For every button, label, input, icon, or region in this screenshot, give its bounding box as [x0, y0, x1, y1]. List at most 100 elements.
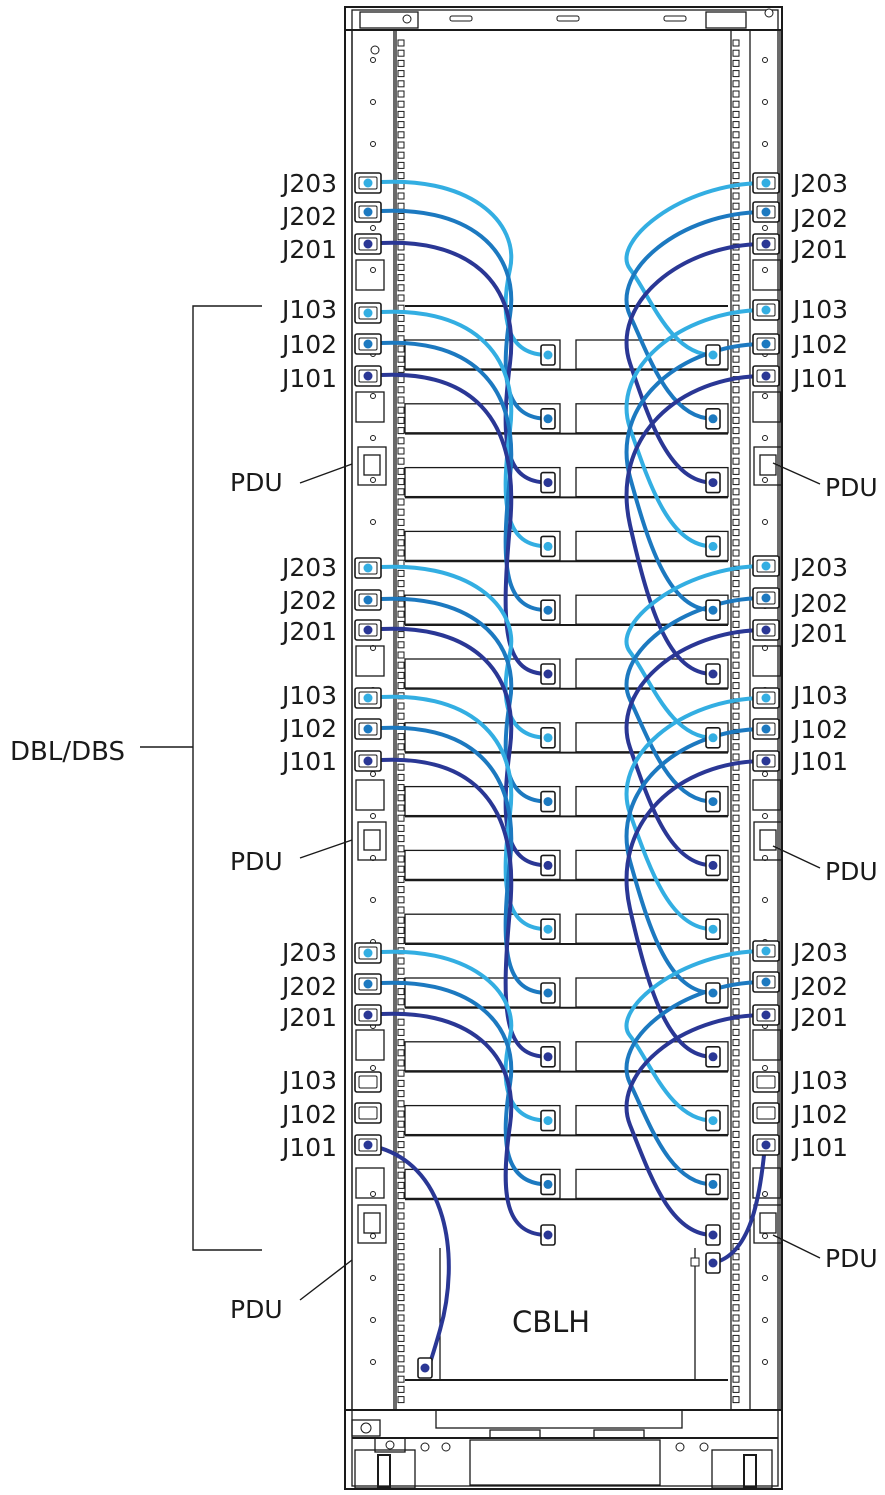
dbl-dbs-label: DBL/DBS — [10, 737, 125, 767]
inlet-socket — [705, 1109, 721, 1132]
label-j202: J202 — [280, 202, 337, 231]
label-j103: J103 — [791, 295, 848, 324]
inlet-socket — [705, 1252, 721, 1274]
jack-socket — [752, 1134, 780, 1156]
power-cable — [366, 179, 550, 357]
label-j101: J101 — [280, 747, 337, 776]
label-j101: J101 — [791, 747, 848, 776]
jack-socket — [752, 587, 780, 609]
label-j102: J102 — [791, 715, 848, 744]
pdu-switch — [357, 821, 387, 861]
label-j103: J103 — [791, 1066, 848, 1095]
label-j102: J102 — [280, 330, 337, 359]
power-cable — [366, 980, 550, 1187]
power-cable — [366, 564, 550, 740]
power-cable — [366, 949, 550, 1123]
jack-socket — [354, 172, 382, 194]
pdu-switch — [753, 821, 783, 861]
label-j102: J102 — [791, 330, 848, 359]
dbl-dbs-bracket — [192, 305, 262, 1251]
jack-socket — [752, 619, 780, 641]
callout-lines — [140, 305, 821, 1301]
label-j202: J202 — [791, 972, 848, 1001]
power-cable — [366, 309, 550, 549]
power-cable — [366, 596, 550, 804]
pdu-switch — [753, 1204, 783, 1244]
inlet-socket — [540, 790, 556, 813]
label-j103: J103 — [280, 681, 337, 710]
inlet-socket — [705, 918, 721, 941]
jack-socket — [752, 555, 780, 577]
jack-socket — [354, 1004, 382, 1026]
inlet-socket — [705, 535, 721, 558]
jack-socket — [354, 942, 382, 964]
power-cables — [366, 179, 767, 1377]
jack-socket — [354, 687, 382, 709]
inlet-socket — [705, 982, 721, 1004]
labels: J203 J202 J201 J103 J102 J101 J203 J202 … — [10, 169, 878, 1339]
jack-socket — [354, 333, 382, 355]
label-j202: J202 — [280, 972, 337, 1001]
label-j203: J203 — [280, 938, 337, 967]
jack-socket — [752, 687, 780, 709]
power-cable — [624, 308, 767, 549]
inlet-socket — [540, 407, 556, 430]
jack-socket — [752, 971, 780, 993]
power-cable — [624, 210, 767, 421]
label-j101: J101 — [791, 364, 848, 393]
power-cable — [366, 208, 550, 421]
label-j101: J101 — [280, 1133, 337, 1162]
jack-socket — [752, 1102, 780, 1124]
label-j103: J103 — [280, 295, 337, 324]
label-j201: J201 — [280, 1003, 337, 1032]
jack-socket — [752, 233, 780, 255]
power-cable — [366, 340, 550, 613]
drive-enclosure — [404, 305, 729, 370]
pdu-jacks — [354, 172, 780, 1379]
jack-socket — [752, 172, 780, 194]
label-j201: J201 — [791, 235, 848, 264]
pdu-label: PDU — [230, 468, 283, 497]
label-j202: J202 — [280, 586, 337, 615]
power-cable — [711, 1143, 767, 1265]
jack-socket — [752, 750, 780, 772]
inlet-socket — [540, 344, 556, 366]
power-cable — [366, 240, 550, 485]
pdu-label: PDU — [825, 473, 878, 502]
pdu-label: PDU — [230, 1295, 283, 1324]
jack-socket — [354, 1071, 382, 1093]
inlet-socket — [540, 726, 556, 749]
power-cable — [624, 980, 767, 1187]
power-cable — [366, 694, 550, 932]
label-j202: J202 — [791, 589, 848, 618]
label-j203: J203 — [791, 938, 848, 967]
inlet-socket — [540, 918, 556, 941]
inlet-socket — [705, 663, 721, 685]
inlet-socket — [540, 471, 556, 494]
power-cable — [366, 372, 550, 676]
jack-socket — [354, 302, 382, 324]
inlet-socket — [705, 471, 721, 494]
inlet-socket — [705, 854, 721, 877]
jack-socket — [354, 1134, 382, 1156]
jack-socket — [752, 365, 780, 387]
inlet-socket — [540, 854, 556, 877]
inlet-socket — [540, 599, 556, 622]
label-j101: J101 — [791, 1133, 848, 1162]
jack-socket — [752, 1004, 780, 1026]
inlet-socket — [540, 535, 556, 558]
label-j201: J201 — [280, 617, 337, 646]
jack-socket — [752, 299, 780, 321]
jack-socket — [354, 1102, 382, 1124]
jack-socket — [354, 233, 382, 255]
jack-socket — [752, 1071, 780, 1093]
inlet-socket — [705, 407, 721, 430]
label-j201: J201 — [280, 235, 337, 264]
label-j203: J203 — [791, 553, 848, 582]
inlet-socket — [705, 1224, 721, 1246]
label-j102: J102 — [280, 714, 337, 743]
label-j203: J203 — [791, 169, 848, 198]
inlet-socket — [705, 599, 721, 622]
power-cable — [624, 1013, 767, 1237]
